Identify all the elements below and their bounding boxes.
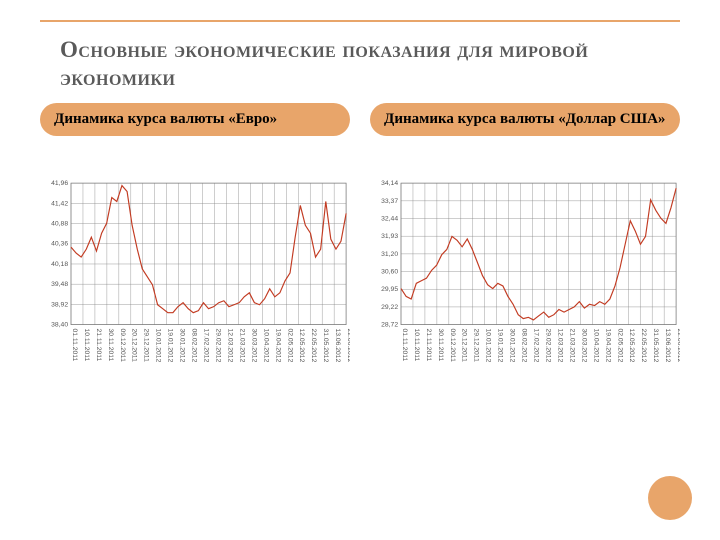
svg-text:41,42: 41,42 [51, 200, 68, 207]
accent-line [40, 20, 680, 22]
svg-text:01.11.2011: 01.11.2011 [401, 329, 408, 362]
svg-text:01.11.2011: 01.11.2011 [71, 329, 78, 362]
svg-text:40,88: 40,88 [51, 221, 68, 228]
svg-text:20.12.2011: 20.12.2011 [461, 329, 468, 363]
svg-text:02.05.2012: 02.05.2012 [616, 329, 623, 363]
svg-text:22.05.2012: 22.05.2012 [310, 329, 317, 363]
svg-text:22.06.2012: 22.06.2012 [346, 329, 350, 363]
slide-title: Основные экономические показания для мир… [60, 36, 680, 91]
svg-text:30.03.2012: 30.03.2012 [580, 329, 587, 363]
svg-text:29,95: 29,95 [381, 286, 398, 293]
svg-text:29.02.2012: 29.02.2012 [214, 329, 221, 363]
svg-text:22.05.2012: 22.05.2012 [640, 329, 647, 363]
svg-text:12.05.2012: 12.05.2012 [298, 329, 305, 363]
svg-text:40,18: 40,18 [51, 261, 68, 268]
svg-text:29.02.2012: 29.02.2012 [544, 329, 551, 363]
svg-text:19.01.2012: 19.01.2012 [167, 329, 174, 363]
svg-text:08.02.2012: 08.02.2012 [521, 329, 528, 363]
svg-text:10.11.2011: 10.11.2011 [413, 329, 420, 362]
svg-text:10.01.2012: 10.01.2012 [485, 329, 492, 363]
svg-text:10.01.2012: 10.01.2012 [155, 329, 162, 363]
chart-usd-svg: 28,72 29,22 29,95 30,60 31,20 31,93 32,44 33,37… [370, 176, 680, 386]
svg-text:13.06.2012: 13.06.2012 [664, 329, 671, 363]
svg-text:13.06.2012: 13.06.2012 [334, 329, 341, 363]
svg-text:12.05.2012: 12.05.2012 [628, 329, 635, 363]
svg-text:31,93: 31,93 [381, 233, 398, 240]
svg-text:29.12.2011: 29.12.2011 [143, 329, 150, 363]
svg-text:40,36: 40,36 [51, 241, 68, 248]
svg-text:34,14: 34,14 [381, 180, 398, 187]
svg-text:12.03.2012: 12.03.2012 [226, 329, 233, 363]
svg-text:02.05.2012: 02.05.2012 [286, 329, 293, 363]
svg-text:09.12.2011: 09.12.2011 [119, 329, 126, 363]
svg-text:30.11.2011: 30.11.2011 [107, 329, 114, 362]
svg-text:38,92: 38,92 [51, 302, 68, 309]
svg-text:33,37: 33,37 [381, 198, 398, 205]
svg-text:17.02.2012: 17.02.2012 [533, 329, 540, 363]
svg-text:10.04.2012: 10.04.2012 [262, 329, 269, 363]
chart-usd: 28,72 29,22 29,95 30,60 31,20 31,93 32,44 33,37… [370, 176, 680, 386]
svg-text:29,22: 29,22 [381, 304, 398, 311]
svg-text:17.02.2012: 17.02.2012 [203, 329, 210, 363]
svg-text:10.11.2011: 10.11.2011 [83, 329, 90, 362]
svg-text:20.12.2011: 20.12.2011 [131, 329, 138, 363]
chart-euro: 38,40 38,92 39,48 40,18 40,36 40,88 41,42 41,96… [40, 176, 350, 386]
svg-text:09.12.2011: 09.12.2011 [449, 329, 456, 363]
subtitle-right: Динамика курса валюты «Доллар США» [370, 103, 680, 136]
subtitle-left: Динамика курса валюты «Евро» [40, 103, 350, 136]
svg-text:30,60: 30,60 [381, 269, 398, 276]
svg-text:31.05.2012: 31.05.2012 [652, 329, 659, 363]
svg-text:10.04.2012: 10.04.2012 [592, 329, 599, 363]
svg-text:28,72: 28,72 [381, 322, 398, 329]
svg-text:21.11.2011: 21.11.2011 [95, 329, 102, 362]
svg-text:38,40: 38,40 [51, 322, 68, 329]
svg-text:30.03.2012: 30.03.2012 [250, 329, 257, 363]
corner-decoration [648, 476, 692, 520]
svg-text:32,44: 32,44 [381, 216, 398, 223]
svg-text:31.05.2012: 31.05.2012 [322, 329, 329, 363]
svg-text:41,96: 41,96 [51, 180, 68, 187]
svg-text:30.01.2012: 30.01.2012 [179, 329, 186, 363]
svg-text:19.04.2012: 19.04.2012 [274, 329, 281, 363]
svg-text:21.11.2011: 21.11.2011 [425, 329, 432, 362]
svg-text:12.03.2012: 12.03.2012 [556, 329, 563, 363]
svg-text:21.03.2012: 21.03.2012 [238, 329, 245, 363]
svg-text:30.11.2011: 30.11.2011 [437, 329, 444, 362]
chart-euro-svg: 38,40 38,92 39,48 40,18 40,36 40,88 41,42 41,96… [40, 176, 350, 386]
svg-text:39,48: 39,48 [51, 281, 68, 288]
svg-text:19.01.2012: 19.01.2012 [497, 329, 504, 363]
svg-text:29.12.2011: 29.12.2011 [473, 329, 480, 363]
svg-text:19.04.2012: 19.04.2012 [604, 329, 611, 363]
svg-text:08.02.2012: 08.02.2012 [191, 329, 198, 363]
svg-text:31,20: 31,20 [381, 251, 398, 258]
svg-text:30.01.2012: 30.01.2012 [509, 329, 516, 363]
svg-text:21.03.2012: 21.03.2012 [568, 329, 575, 363]
svg-text:22.06.2012: 22.06.2012 [676, 329, 680, 363]
